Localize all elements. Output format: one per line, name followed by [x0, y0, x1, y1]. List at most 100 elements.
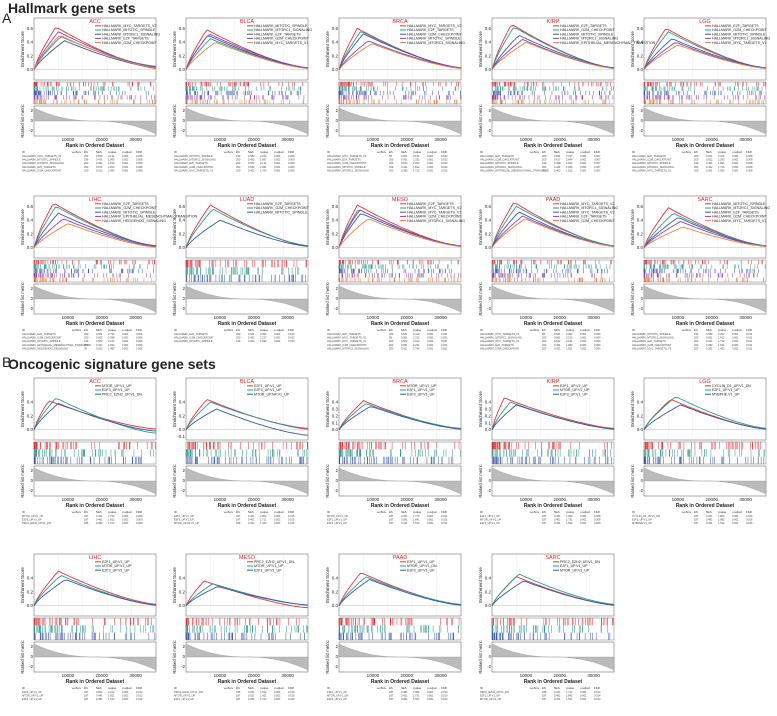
table-cell-value: 0.007 [594, 165, 601, 169]
metric-tick-label: 2 [641, 468, 644, 473]
y-tick-label: 0.0 [332, 245, 339, 250]
table-cell-value: 0.361 [706, 521, 713, 525]
y-tick-label: 0.4 [179, 576, 186, 581]
x-tick-label: 30000 [281, 673, 294, 678]
x-tick-label: 20000 [96, 315, 109, 320]
y-axis-label: Enrichment Score [20, 391, 25, 427]
table-header-cell: pvalue [413, 510, 422, 514]
x-tick-label: 30000 [129, 315, 142, 320]
table-cell-value: 0.008 [136, 165, 143, 169]
table-cell-id: HALLMARK_HEDGEHOG_SIGNALING [22, 346, 68, 350]
metric-tick-label: 2 [489, 108, 492, 113]
metric-tick-label: 0 [31, 654, 34, 659]
metric-tick-label: 0 [31, 296, 34, 301]
table-cell-value: 0.421 [96, 161, 103, 165]
table-cell-value: 0.401 [248, 168, 255, 172]
table-cell-id: HALLMARK_G2M_CHECKPOINT [632, 343, 672, 347]
metric-axis-label: Ranked list metric [325, 640, 330, 673]
y-tick-label: 0.4 [485, 400, 492, 405]
table-cell-value: 0.421 [554, 346, 561, 350]
table-cell-value: 0.016 [746, 518, 753, 522]
x-tick-label: 20000 [248, 673, 261, 678]
table-cell-value: 187 [694, 521, 699, 525]
table-cell-value: 0.001 [274, 332, 281, 336]
table-cell-value: 0.001 [122, 694, 129, 698]
table-header-cell: setSize [224, 686, 234, 690]
table-cell-value: 0.007 [594, 161, 601, 165]
table-cell-value: 0.013 [288, 332, 295, 336]
table-cell-value: 200 [84, 343, 89, 347]
table-header-cell: NES [248, 686, 254, 690]
table-header-cell: setSize [72, 686, 82, 690]
ranked-metric-area [492, 286, 614, 312]
table-cell-value: 0.004 [594, 332, 601, 336]
table-cell-value: 0.011 [441, 514, 448, 518]
table-cell-value: 0.021 [441, 332, 448, 336]
metric-tick-label: 2 [336, 644, 339, 649]
table-cell-id: HALLMARK_E2F_TARGETS [22, 332, 56, 336]
table-cell-value: 2.044 [260, 154, 267, 158]
table-cell-value: 1.692 [260, 339, 267, 343]
x-tick-label: 20000 [554, 315, 567, 320]
table-header-cell: p.adjust [580, 328, 590, 332]
table-cell-value: 58 [389, 336, 392, 340]
table-cell-value: 0.301 [248, 521, 255, 525]
ranked-metric-area [186, 644, 308, 670]
table-cell-value: 200 [389, 332, 394, 336]
table-cell-value: 0.001 [274, 697, 281, 701]
y-tick-label: 0.4 [27, 218, 34, 223]
table-cell-value: 2.767 [566, 154, 573, 158]
table-cell-value: 1.722 [413, 168, 420, 172]
table-cell-id: HALLMARK_MTORC1_SIGNALING [327, 346, 369, 350]
table-cell-value: 187 [542, 518, 547, 522]
table-cell-id: E2F1_UP.V1_UP [174, 514, 194, 518]
metric-tick-label: 2 [336, 108, 339, 113]
es-curve-series [339, 44, 461, 70]
table-cell-id: HALLMARK_MYC_TARGETS_V1 [22, 154, 62, 158]
table-cell-value: 0.001 [274, 518, 281, 522]
table-cell-value: 0.617 [554, 158, 561, 162]
table-header-cell: NES [554, 150, 560, 154]
x-axis-label: Rank in Ordered Dataset [218, 143, 277, 149]
table-cell-value: 0.441 [706, 339, 713, 343]
x-tick-label: 10000 [367, 497, 380, 502]
table-header-cell: setSize [530, 150, 540, 154]
table-cell-value: 2.191 [566, 339, 573, 343]
table-header-cell: ID [327, 686, 330, 690]
x-tick-label: 10000 [367, 673, 380, 678]
table-header-cell: pvalue [413, 150, 422, 154]
y-tick-label: 0.6 [637, 204, 644, 209]
table-cell-value: 2.217 [260, 336, 267, 340]
metric-tick-label: 0 [489, 118, 492, 123]
table-cell-id: HALLMARK_G2M_CHECKPOINT [327, 343, 367, 347]
table-cell-id: HALLMARK_MYC_TARGETS_V1 [480, 339, 520, 343]
legend-label: HALLMARK_MYC_TARGETS_V1 [712, 41, 766, 45]
table-cell-value: 0.001 [122, 518, 129, 522]
es-curve-series [339, 219, 461, 248]
table-cell-value: 1.754 [108, 514, 115, 518]
table-cell-value: 0.016 [746, 521, 753, 525]
table-cell-value: 0.352 [96, 346, 103, 350]
table-cell-value: 200 [84, 161, 89, 165]
table-cell-value: 200 [694, 158, 699, 162]
y-tick-label: 0.6 [179, 204, 186, 209]
y-tick-label: 0.2 [179, 231, 186, 236]
x-axis-label: Rank in Ordered Dataset [676, 503, 735, 509]
x-tick-label: 20000 [706, 137, 719, 142]
y-tick-label: 0.0 [637, 245, 644, 250]
table-cell-value: 0.001 [732, 158, 739, 162]
table-cell-id: HALLMARK_MITOTIC_SPINDLE [480, 161, 519, 165]
x-axis-label: Rank in Ordered Dataset [218, 679, 277, 685]
table-cell-value: 0.001 [122, 697, 129, 701]
table-header-cell: setSize [224, 510, 234, 514]
table-header-cell: ID [632, 328, 635, 332]
table-cell-value: 0.015 [288, 518, 295, 522]
x-tick-label: 10000 [672, 315, 685, 320]
panel-title: BRCA [392, 19, 408, 25]
table-cell-value: 0.008 [594, 521, 601, 525]
